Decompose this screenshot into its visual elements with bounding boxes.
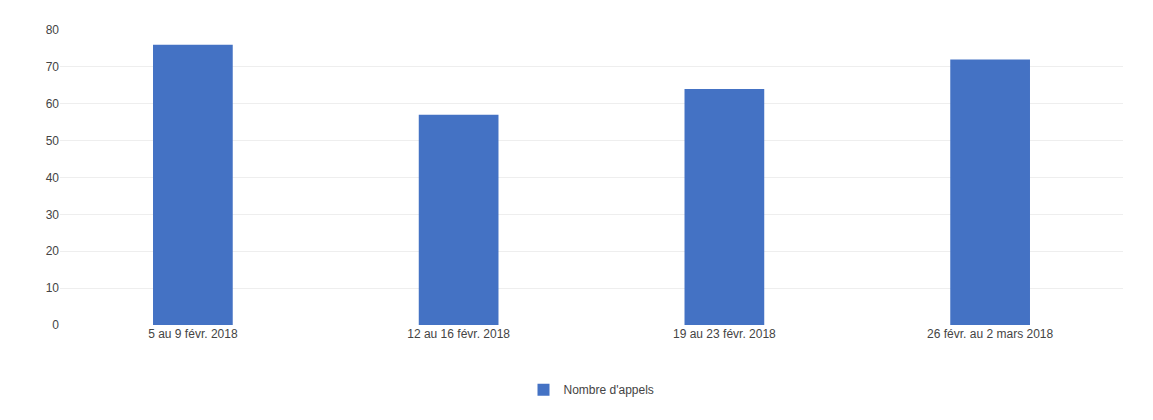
svg-text:19 au 23 févr. 2018: 19 au 23 févr. 2018 bbox=[673, 327, 776, 341]
svg-text:50: 50 bbox=[46, 134, 60, 148]
svg-text:0: 0 bbox=[52, 318, 59, 332]
svg-text:Nombre d'appels: Nombre d'appels bbox=[564, 383, 654, 397]
svg-text:10: 10 bbox=[46, 281, 60, 295]
svg-text:20: 20 bbox=[46, 244, 60, 258]
svg-text:60: 60 bbox=[46, 97, 60, 111]
svg-text:70: 70 bbox=[46, 60, 60, 74]
svg-text:12 au 16 févr. 2018: 12 au 16 févr. 2018 bbox=[407, 327, 510, 341]
svg-text:26 févr. au 2 mars 2018: 26 févr. au 2 mars 2018 bbox=[927, 327, 1053, 341]
svg-text:5 au 9 févr. 2018: 5 au 9 févr. 2018 bbox=[148, 327, 238, 341]
svg-text:80: 80 bbox=[46, 23, 60, 37]
svg-text:30: 30 bbox=[46, 208, 60, 222]
svg-text:40: 40 bbox=[46, 171, 60, 185]
